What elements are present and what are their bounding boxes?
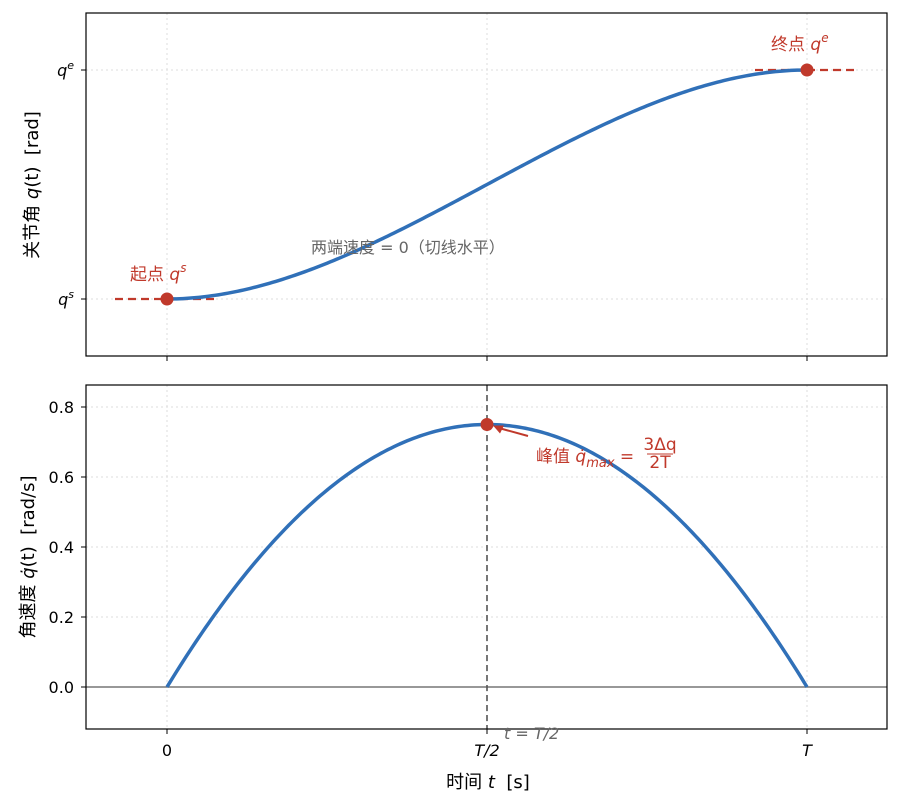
velocity-panel: 0.00.20.40.60.8 0 T/2 T 峰值 q̇max = 3Δq 2T … (18, 384, 888, 760)
position-y-axis-label: 关节角 q(t) [rad] (22, 111, 43, 259)
position-y-ticks: qs qe (57, 59, 86, 309)
position-curve (166, 68, 808, 301)
velocity-y-tick-label: 0.8 (49, 398, 74, 417)
position-panel: qs qe 起点 qs 终点 qe 两端速度 = 0（切线水平） 关节角 q(t)… (22, 12, 888, 361)
velocity-y-axis-label: 角速度 q̇(t) [rad/s] (18, 475, 39, 638)
position-y-tick-label: qe (57, 59, 74, 80)
x-axis-label: 时间 t [s] (446, 772, 530, 793)
x-tick-label: T/2 (474, 741, 499, 760)
peak-fraction-denominator: 2T (649, 453, 671, 473)
end-point-marker (800, 63, 814, 77)
end-point-label: 终点 qe (771, 31, 829, 55)
start-point-label: 起点 qs (130, 261, 186, 285)
peak-marker (480, 418, 494, 431)
start-point-marker (160, 292, 174, 306)
half-time-label: t = T/2 (504, 724, 559, 743)
boundary-velocity-note: 两端速度 = 0（切线水平） (311, 238, 505, 257)
velocity-y-tick-label: 0.0 (49, 678, 74, 697)
position-y-tick-label: qs (58, 288, 74, 309)
peak-label: 峰值 q̇max = (536, 447, 640, 471)
peak-arrowhead (493, 425, 504, 434)
velocity-y-tick-label: 0.2 (49, 608, 74, 627)
velocity-x-ticks: 0 T/2 T (162, 729, 813, 760)
x-tick-label: 0 (162, 741, 172, 760)
x-tick-label: T (802, 741, 813, 760)
velocity-y-tick-label: 0.6 (49, 468, 74, 487)
peak-fraction-numerator: 3Δq (643, 435, 676, 455)
velocity-y-ticks: 0.0 0.2 0.4 0.6 0.8 (49, 398, 86, 697)
velocity-y-tick-label: 0.4 (49, 538, 74, 557)
position-x-ticks (166, 356, 808, 361)
